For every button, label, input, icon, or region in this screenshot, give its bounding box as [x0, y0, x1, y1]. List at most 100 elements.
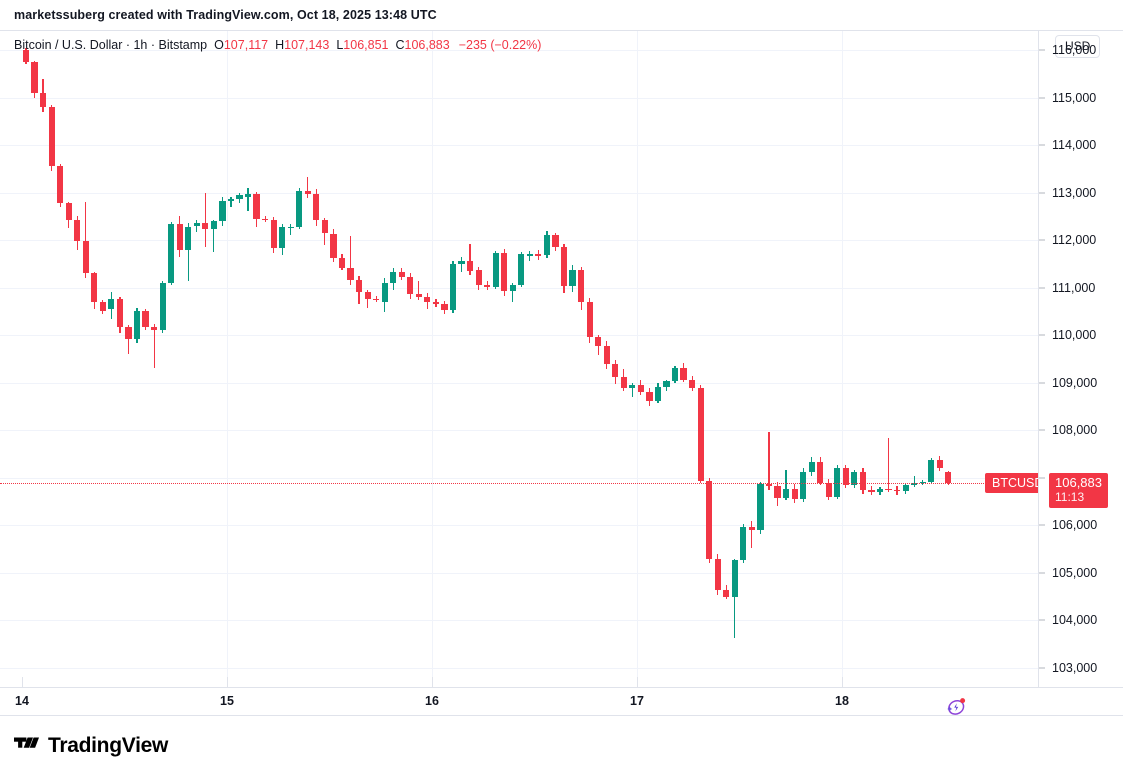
candle-body[interactable] — [39, 92, 47, 108]
candle-body[interactable] — [774, 486, 781, 498]
candle-body[interactable] — [748, 527, 755, 531]
candle-body[interactable] — [885, 489, 892, 491]
candle-body[interactable] — [919, 481, 926, 483]
candle-body[interactable] — [262, 219, 269, 221]
candle-body[interactable] — [355, 280, 363, 293]
candle-body[interactable] — [330, 233, 337, 259]
candle-body[interactable] — [671, 367, 679, 381]
candle-body[interactable] — [321, 220, 328, 234]
candle-body[interactable] — [347, 267, 354, 281]
tradingview-footer[interactable]: TradingView — [14, 734, 168, 756]
candle-body[interactable] — [757, 484, 764, 531]
candle-body[interactable] — [373, 299, 380, 301]
candle-body[interactable] — [663, 380, 670, 387]
candle-body[interactable] — [706, 480, 713, 559]
candle-body[interactable] — [398, 271, 405, 278]
candle-body[interactable] — [817, 461, 824, 483]
candle-body[interactable] — [244, 193, 252, 198]
candle-body[interactable] — [304, 190, 311, 194]
candle-body[interactable] — [535, 254, 542, 256]
candle-body[interactable] — [800, 472, 807, 499]
candle-body[interactable] — [22, 50, 30, 63]
candle-body[interactable] — [586, 301, 593, 338]
candle-body[interactable] — [603, 345, 610, 364]
candle-body[interactable] — [765, 484, 773, 487]
candle-body[interactable] — [74, 220, 81, 242]
candle-body[interactable] — [449, 263, 457, 310]
candle-body[interactable] — [202, 223, 209, 229]
candle-body[interactable] — [227, 199, 235, 202]
candle-body[interactable] — [475, 269, 482, 285]
candle-body[interactable] — [646, 392, 653, 401]
candle-body[interactable] — [902, 485, 909, 492]
candle-body[interactable] — [552, 235, 559, 247]
candle-body[interactable] — [731, 559, 738, 597]
candle-body[interactable] — [825, 482, 832, 497]
candle-body[interactable] — [637, 384, 644, 393]
candle-body[interactable] — [125, 326, 132, 340]
candle-body[interactable] — [57, 166, 64, 204]
candle-body[interactable] — [723, 590, 730, 597]
time-axis[interactable]: 14 15 16 17 18 — [0, 677, 1123, 716]
candle-body[interactable] — [193, 223, 200, 226]
candle-body[interactable] — [313, 193, 320, 221]
candle-body[interactable] — [91, 273, 98, 302]
candle-body[interactable] — [560, 246, 568, 286]
candle-body[interactable] — [381, 282, 388, 302]
candle-body[interactable] — [48, 107, 55, 166]
currency-badge[interactable]: USD — [1055, 35, 1101, 58]
candle-body[interactable] — [176, 223, 183, 250]
candle-body[interactable] — [834, 468, 841, 497]
candle-body[interactable] — [151, 326, 158, 331]
candle-body[interactable] — [82, 241, 89, 274]
candle-body[interactable] — [893, 490, 901, 492]
candle-body[interactable] — [210, 221, 217, 229]
candle-body[interactable] — [287, 226, 294, 229]
candle-body[interactable] — [782, 489, 790, 498]
candle-body[interactable] — [133, 311, 141, 340]
candle-body[interactable] — [65, 203, 72, 221]
ai-sparkle-icon[interactable] — [944, 695, 968, 719]
candle-body[interactable] — [364, 292, 371, 300]
candle-body[interactable] — [518, 254, 525, 285]
candle-body[interactable] — [108, 299, 115, 309]
candle-body[interactable] — [159, 282, 166, 331]
candle-body[interactable] — [236, 195, 243, 200]
candle-body[interactable] — [424, 297, 431, 302]
candle-body[interactable] — [441, 303, 448, 311]
candle-body[interactable] — [791, 489, 798, 499]
candle-body[interactable] — [338, 258, 346, 268]
candle-body[interactable] — [945, 472, 952, 484]
candle-body[interactable] — [868, 490, 875, 493]
candle-body[interactable] — [629, 384, 636, 388]
candle-body[interactable] — [407, 277, 414, 295]
candle-body[interactable] — [484, 284, 491, 287]
last-price-label[interactable]: 106,883 11:13 — [1049, 473, 1108, 509]
candle-body[interactable] — [876, 489, 884, 493]
price-axis[interactable]: USD 116,000 115,000 114,000 113,000 112,000 1… — [1038, 31, 1123, 687]
candle-body[interactable] — [432, 301, 439, 304]
candle-body[interactable] — [296, 190, 303, 227]
candle-body[interactable] — [569, 269, 576, 286]
candle-body[interactable] — [543, 235, 551, 256]
candle-body[interactable] — [509, 284, 516, 291]
candle-body[interactable] — [458, 261, 465, 264]
candle-body[interactable] — [415, 294, 422, 298]
candle-body[interactable] — [492, 253, 499, 287]
candle-body[interactable] — [808, 461, 815, 473]
candle-body[interactable] — [842, 468, 849, 486]
candle-body[interactable] — [851, 472, 858, 486]
candle-body[interactable] — [185, 226, 192, 250]
candle-body[interactable] — [99, 301, 106, 311]
candle-body[interactable] — [466, 261, 474, 271]
candle-body[interactable] — [253, 193, 260, 220]
candle-body[interactable] — [620, 377, 627, 388]
symbol-price-tag[interactable]: BTCUSD — [985, 473, 1051, 494]
candle-body[interactable] — [697, 387, 704, 481]
candle-body[interactable] — [270, 220, 277, 248]
candle-body[interactable] — [612, 363, 619, 378]
candle-body[interactable] — [578, 269, 585, 302]
candle-body[interactable] — [680, 367, 687, 380]
candle-body[interactable] — [219, 201, 226, 222]
candle-body[interactable] — [526, 254, 533, 256]
